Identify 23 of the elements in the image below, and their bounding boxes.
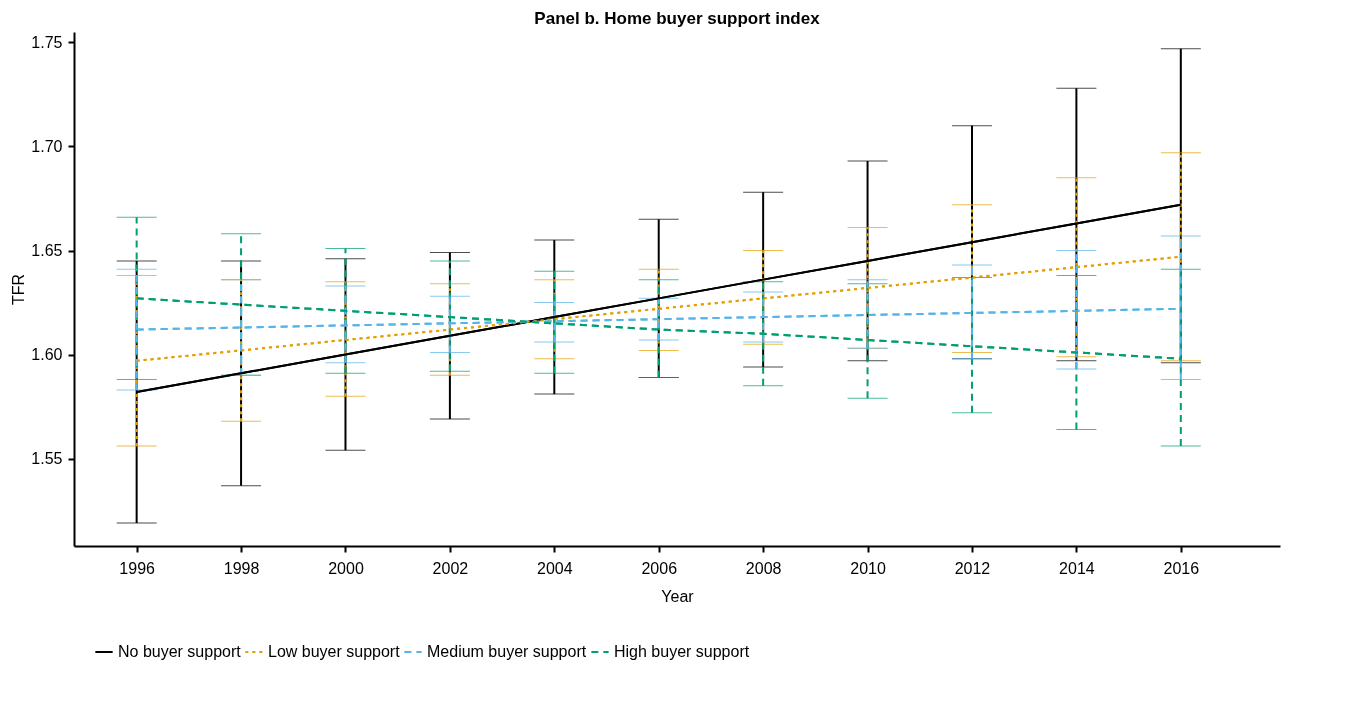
x-tick-label: 2000 — [328, 559, 364, 577]
x-tick-label: 2002 — [432, 559, 469, 577]
y-tick-label: 1.75 — [31, 33, 63, 51]
x-tick-label: 2010 — [850, 559, 886, 577]
legend-label: Low buyer support — [268, 643, 401, 660]
y-tick-label: 1.60 — [31, 346, 63, 364]
legend-label: No buyer support — [118, 643, 242, 660]
legend-label: High buyer support — [614, 643, 750, 660]
y-tick-label: 1.55 — [31, 450, 63, 468]
x-tick-label: 2004 — [537, 559, 573, 577]
x-tick-label: 2012 — [954, 559, 991, 577]
x-axis-title: Year — [661, 587, 695, 605]
y-tick-label: 1.65 — [31, 242, 63, 259]
x-tick-label: 2016 — [1163, 559, 1200, 577]
x-tick-label: 1998 — [223, 559, 260, 577]
x-tick-label: 1996 — [119, 559, 156, 577]
x-tick-label: 2006 — [641, 559, 678, 577]
chart-title: Panel b. Home buyer support index — [534, 9, 821, 28]
legend-label: Medium buyer support — [427, 643, 587, 660]
y-tick-label: 1.70 — [31, 137, 63, 155]
x-tick-label: 2014 — [1059, 559, 1095, 577]
y-axis-title: TFR — [10, 273, 28, 306]
x-tick-label: 2008 — [745, 559, 782, 577]
